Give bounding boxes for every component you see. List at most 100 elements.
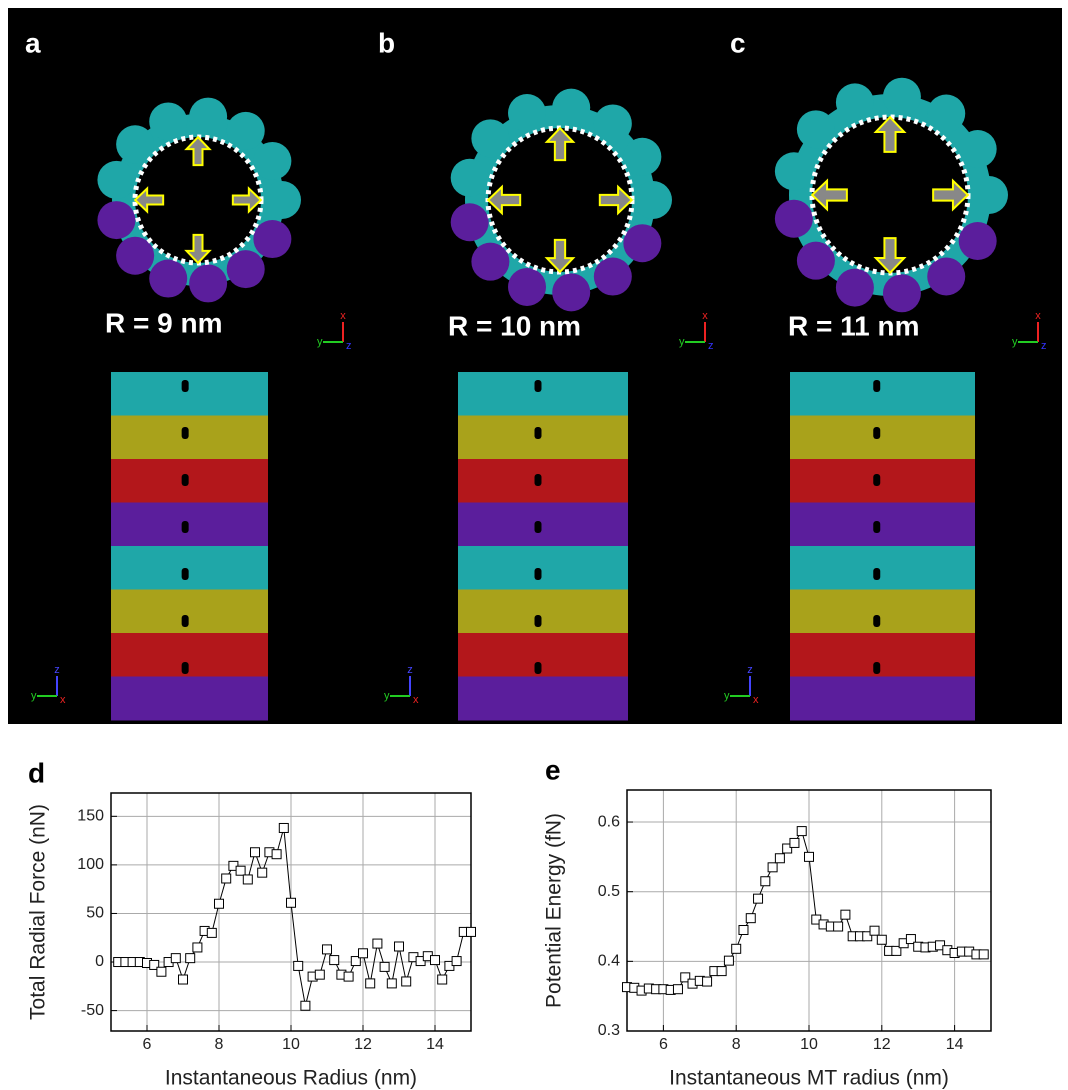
protofilament	[634, 181, 672, 219]
x-tick-label: 6	[143, 1036, 152, 1053]
band-seam	[181, 380, 189, 392]
data-marker	[978, 949, 989, 960]
protofilament	[970, 176, 1008, 214]
arrow	[598, 184, 634, 216]
protofilament	[835, 83, 874, 122]
protofilament	[927, 94, 966, 133]
x-tick-label: 8	[732, 1036, 741, 1053]
tube-band	[790, 546, 975, 590]
x-axis-title: Instantaneous MT radius (nm)	[669, 1067, 949, 1090]
protofilament	[471, 242, 510, 281]
y-tick-label: 100	[77, 856, 104, 873]
protofilament	[263, 181, 301, 219]
data-marker	[782, 843, 793, 854]
protofilament	[116, 236, 155, 275]
triad-label: x	[1035, 310, 1041, 322]
protofilament	[796, 110, 835, 149]
protofilament	[593, 104, 632, 143]
triad-label: y	[317, 336, 323, 348]
x-axis-title: Instantaneous Radius (nm)	[165, 1067, 417, 1090]
data-marker	[840, 909, 851, 920]
protofilament	[593, 257, 632, 296]
tube-band	[790, 502, 975, 547]
data-marker	[437, 974, 448, 985]
y-tick-label: 50	[86, 905, 104, 922]
y-axis-title: Potential Energy (fN)	[543, 813, 566, 1008]
arrow	[873, 115, 907, 153]
data-marker	[372, 938, 383, 949]
tube-band	[111, 676, 268, 721]
band-seam	[873, 615, 881, 627]
data-marker	[206, 927, 217, 938]
tube-band	[458, 546, 628, 590]
arrow	[873, 237, 907, 275]
data-line	[118, 827, 471, 1006]
data-marker	[430, 955, 440, 966]
triad-label: y	[679, 336, 685, 348]
protofilament	[471, 119, 510, 158]
y-tick-label: 0.3	[598, 1022, 620, 1039]
triad-label: y	[384, 690, 390, 702]
data-marker	[672, 984, 683, 995]
plot-frame	[626, 789, 992, 1032]
arrow	[133, 186, 165, 214]
protofilament	[450, 158, 489, 197]
data-marker	[178, 974, 188, 985]
band-seam	[873, 380, 881, 392]
protofilament	[774, 152, 813, 191]
data-marker	[833, 921, 844, 932]
data-marker	[358, 948, 368, 959]
protofilament	[97, 201, 136, 240]
tube-band	[790, 415, 975, 460]
protofilament	[450, 203, 489, 242]
data-marker	[156, 966, 167, 977]
protofilament	[253, 141, 292, 180]
band-seam	[181, 662, 189, 674]
tube-band	[111, 372, 268, 416]
data-marker	[329, 955, 340, 966]
radius-label: R = 11 nm	[788, 310, 920, 341]
band-seam	[534, 568, 542, 580]
data-marker	[149, 959, 160, 970]
data-marker	[796, 826, 807, 837]
tube-band	[111, 589, 268, 634]
x-tick-label: 14	[946, 1036, 964, 1053]
data-marker	[862, 931, 873, 942]
protofilament	[927, 257, 966, 296]
band-seam	[873, 474, 881, 486]
band-seam	[534, 521, 542, 533]
tube-band	[790, 633, 975, 677]
data-marker	[250, 847, 260, 858]
data-marker	[300, 1000, 311, 1011]
y-tick-label: 0.4	[598, 953, 620, 970]
triad-label: y	[1012, 336, 1018, 348]
band-seam	[181, 568, 189, 580]
x-tick-label: 12	[873, 1036, 891, 1053]
protofilament	[958, 129, 997, 168]
data-marker	[723, 955, 734, 966]
data-marker	[760, 876, 771, 887]
protofilament	[552, 273, 591, 312]
arrow	[932, 178, 970, 212]
triad-label: y	[724, 690, 730, 702]
arrow	[184, 135, 212, 167]
data-marker	[738, 925, 749, 936]
plot-frame	[110, 792, 472, 1032]
tube-band	[458, 415, 628, 460]
data-marker	[731, 943, 742, 954]
arrow	[486, 184, 522, 216]
data-marker	[869, 925, 880, 936]
x-tick-label: 12	[354, 1036, 372, 1053]
data-marker	[401, 976, 412, 987]
y-tick-label: 0.5	[598, 883, 620, 900]
protofilament	[796, 241, 835, 280]
triad-label: z	[407, 664, 413, 676]
triad-label: z	[708, 340, 714, 352]
y-axis-title: Total Radial Force (nN)	[27, 804, 50, 1020]
panel-label: a	[25, 27, 41, 58]
triad-label: z	[1041, 340, 1047, 352]
y-tick-label: 0.6	[598, 813, 620, 830]
band-seam	[181, 474, 189, 486]
band-seam	[873, 568, 881, 580]
